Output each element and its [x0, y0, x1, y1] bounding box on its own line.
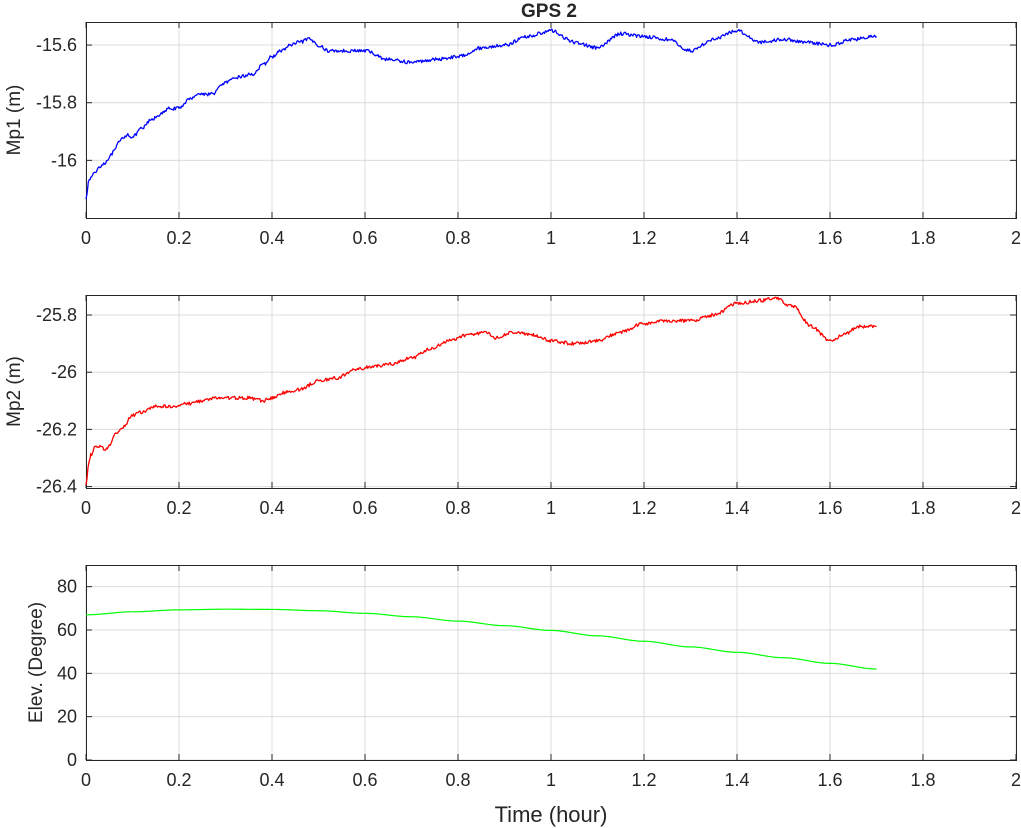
elevation-x-tick-label: 1.6 — [817, 770, 842, 790]
elevation-panel: 0 0.2 0.4 0.6 0.8 1 1.2 1.4 1.6 1.8 2020406080Elev… — [26, 565, 1021, 827]
mp1-x-tick-label: 0.2 — [166, 228, 191, 248]
elevation-y-axis-label: Elev. (Degree) — [26, 602, 47, 723]
chart-title: GPS 2 — [521, 1, 577, 22]
elevation-x-tick-label: 0.2 — [166, 770, 191, 790]
mp1-x-tick-label: 0.8 — [445, 228, 470, 248]
elevation-x-tick-label: 1.4 — [724, 770, 749, 790]
elevation-x-tick-label: 0.4 — [259, 770, 284, 790]
elevation-x-tick-label: 1.2 — [631, 770, 656, 790]
mp2-x-tick-label: 1.4 — [724, 498, 749, 518]
mp2-x-tick-label: 1.2 — [631, 498, 656, 518]
mp2-x-tick-label: 2 — [1011, 498, 1021, 518]
elevation-x-tick-label: 2 — [1011, 770, 1021, 790]
mp2-x-tick-label: 1.8 — [910, 498, 935, 518]
mp1-y-tick-label: -16 — [51, 150, 77, 170]
mp2-y-axis-label: Mp2 (m) — [4, 356, 25, 427]
mp1-panel: GPS 2 0 0.2 0.4 0.6 0.8 1 1.2 1.4 1.6 1.8 2 -16 -15.… — [4, 1, 1021, 248]
mp2-y-tick-label: -26.4 — [36, 477, 77, 497]
mp2-x-tick-label: 0 — [81, 498, 91, 518]
mp1-x-tick-label: 0.4 — [259, 228, 284, 248]
mp1-x-tick-label: 0 — [81, 228, 91, 248]
mp1-y-tick-label: -15.8 — [36, 93, 77, 113]
mp2-y-tick-label: -26 — [51, 362, 77, 382]
elevation-series-line — [86, 608, 877, 670]
mp1-x-tick-label: 0.6 — [352, 228, 377, 248]
elevation-x-tick-label: 0.6 — [352, 770, 377, 790]
elevation-x-axis-label: Time (hour) — [495, 802, 608, 827]
mp2-x-tick-label: 0.4 — [259, 498, 284, 518]
mp1-x-tick-label: 1.8 — [910, 228, 935, 248]
mp1-x-tick-label: 1.6 — [817, 228, 842, 248]
mp2-x-tick-label: 0.8 — [445, 498, 470, 518]
mp1-y-axis-label: Mp1 (m) — [4, 85, 25, 156]
mp2-x-tick-label: 1 — [546, 498, 556, 518]
elevation-y-tick-label: 60 — [57, 620, 77, 640]
mp2-y-tick-label: -25.8 — [36, 305, 77, 325]
elevation-x-tick-label: 1 — [546, 770, 556, 790]
mp2-x-tick-label: 0.2 — [166, 498, 191, 518]
elevation-y-tick-label: 80 — [57, 577, 77, 597]
mp1-x-tick-label: 1.2 — [631, 228, 656, 248]
mp2-x-tick-label: 1.6 — [817, 498, 842, 518]
mp1-x-tick-label: 1.4 — [724, 228, 749, 248]
elevation-y-tick-label: 0 — [67, 750, 77, 770]
mp2-series-line — [85, 296, 877, 486]
mp1-y-tick-label: -15.6 — [36, 35, 77, 55]
elevation-y-tick-label: 40 — [57, 663, 77, 683]
mp2-y-tick-label: -26.2 — [36, 419, 77, 439]
elevation-x-tick-label: 0 — [81, 770, 91, 790]
mp2-panel: 0 0.2 0.4 0.6 0.8 1 1.2 1.4 1.6 1.8 2 -26.4 -26.2 -26… — [4, 295, 1021, 518]
mp1-x-tick-label: 1 — [546, 228, 556, 248]
elevation-x-tick-label: 0.8 — [445, 770, 470, 790]
elevation-x-tick-label: 1.8 — [910, 770, 935, 790]
mp1-x-tick-label: 2 — [1011, 228, 1021, 248]
mp1-series-line — [85, 28, 877, 200]
elevation-y-tick-label: 20 — [57, 707, 77, 727]
mp2-x-tick-label: 0.6 — [352, 498, 377, 518]
